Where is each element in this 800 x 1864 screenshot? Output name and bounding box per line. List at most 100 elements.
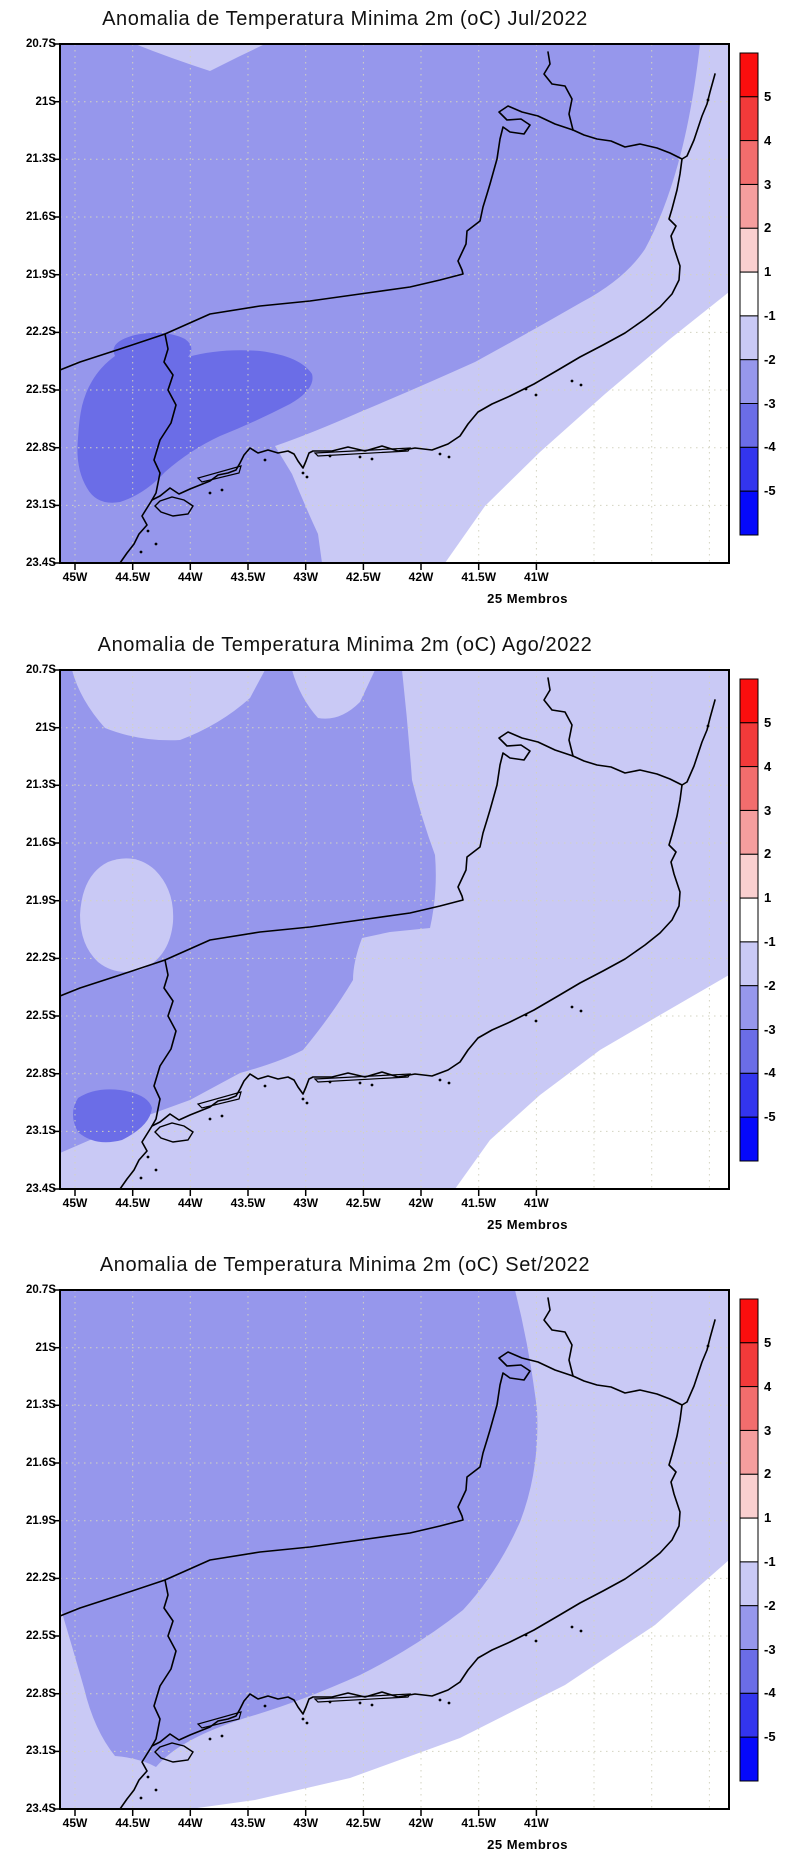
lat-axis-label: 21S <box>35 1341 56 1354</box>
state-border-rj-es <box>572 755 683 786</box>
islet-dot <box>220 488 224 492</box>
colorbar-label: -4 <box>764 1065 776 1081</box>
colorbar-label: 4 <box>764 1378 772 1394</box>
colorbar-segment <box>739 446 759 492</box>
lat-axis-label: 22.2S <box>25 1572 56 1585</box>
islet-dot <box>358 1081 362 1085</box>
colorbar-label: 3 <box>764 802 772 818</box>
islet-dot <box>370 1703 374 1707</box>
colorbar-segment <box>739 96 759 142</box>
state-border-rj-es <box>572 129 683 160</box>
colorbar-label: -1 <box>764 933 776 949</box>
lat-axis-label: 21.3S <box>25 1399 56 1412</box>
lat-axis-label: 22.5S <box>25 1010 56 1022</box>
colorbar-segment <box>739 1736 759 1782</box>
anomaly-map-svg <box>53 669 759 1196</box>
colorbar-segment <box>739 853 759 899</box>
islet-dot <box>146 1775 150 1779</box>
islet-dot <box>447 455 451 459</box>
marambaia-spit <box>196 465 242 483</box>
islet-dot <box>154 1168 158 1172</box>
islet-dot <box>208 1737 212 1741</box>
coastline <box>119 1319 716 1810</box>
anomaly-region-above--1 <box>455 975 729 1189</box>
lon-axis-label: 44W <box>177 570 203 584</box>
colorbar-label: -5 <box>764 483 776 499</box>
state-border-mg-es <box>543 51 574 131</box>
lon-axis-label: 44W <box>177 1816 203 1830</box>
marambaia-spit <box>196 1091 242 1109</box>
state-border-rj-sp <box>151 959 177 1127</box>
anomaly-region--3--4 <box>77 332 313 503</box>
islet-dot <box>220 1114 224 1118</box>
islet-dot <box>579 1009 583 1013</box>
colorbar-segment <box>739 271 759 317</box>
ilha-grande-island <box>154 1742 194 1763</box>
islet-dot <box>447 1081 451 1085</box>
islet-dot <box>301 471 305 475</box>
colorbar-label: -1 <box>764 307 776 323</box>
islet-dot <box>305 1721 309 1725</box>
islet-dot <box>524 387 528 391</box>
colorbar-segment <box>739 678 759 724</box>
state-border-mg-es <box>543 1297 574 1377</box>
islet-dot <box>438 452 442 456</box>
lon-axis-label: 41W <box>524 1816 549 1830</box>
colorbar-label: 1 <box>764 264 772 280</box>
islet-dot <box>358 455 362 459</box>
lon-axis-label: 43W <box>293 1816 319 1830</box>
colorbar-segment <box>739 1342 759 1388</box>
islet-dot <box>370 1083 374 1087</box>
anomaly-map-svg <box>53 1289 759 1816</box>
ensemble-members-label: 25 Membros <box>487 1837 568 1852</box>
lon-axis-label: 43W <box>293 570 319 584</box>
colorbar-label: 1 <box>764 890 772 906</box>
islet-dot <box>305 475 309 479</box>
lat-axis-label: 21.6S <box>25 1457 56 1469</box>
lon-axis-label: 45W <box>62 1816 88 1830</box>
islet-dot <box>263 458 267 462</box>
colorbar-segment <box>739 941 759 987</box>
islet-dot <box>447 1701 451 1705</box>
state-border-rj-sp <box>151 333 177 501</box>
colorbar-label: -5 <box>764 1729 776 1745</box>
lat-axis-label: 22.2S <box>25 952 56 965</box>
islet-dot <box>438 1078 442 1082</box>
colorbar-segment <box>739 403 759 448</box>
lon-axis-label: 42.5W <box>346 1816 381 1830</box>
colorbar-segment <box>739 766 759 811</box>
islet-dot <box>301 1717 305 1721</box>
islet-dot <box>146 1155 150 1159</box>
lat-axis-label: 22.2S <box>25 326 56 339</box>
lat-axis-label: 21.9S <box>25 1514 56 1527</box>
lat-axis-label: 20.7S <box>25 664 56 676</box>
lon-axis-label: 42.5W <box>346 1196 381 1210</box>
islet-dot <box>328 454 332 458</box>
coastline <box>119 699 716 1190</box>
colorbar-label: 4 <box>764 132 772 148</box>
colorbar-label: 5 <box>764 1334 772 1350</box>
colorbar-segment <box>739 184 759 229</box>
state-border-rj-sp <box>151 1579 177 1747</box>
anomaly-region-above--1 <box>445 292 729 563</box>
islet-dot <box>706 98 710 102</box>
marambaia-spit <box>196 1711 242 1729</box>
colorbar-segment <box>739 490 759 536</box>
lat-axis-label: 22.5S <box>25 1630 56 1642</box>
lat-axis-label: 21S <box>35 721 56 734</box>
araruama-lagoon <box>313 1693 412 1703</box>
map-panel-0: Anomalia de Temperatura Minima 2m (oC) J… <box>0 0 800 618</box>
araruama-lagoon <box>313 447 412 457</box>
islet-dot <box>570 1625 574 1629</box>
islet-dot <box>370 457 374 461</box>
state-border-rj-es <box>572 1375 683 1406</box>
lat-axis-label: 22.8S <box>25 1067 56 1080</box>
colorbar-segment <box>739 1430 759 1475</box>
ensemble-members-label: 25 Membros <box>487 1217 568 1232</box>
lon-axis-label: 41.5W <box>461 1196 497 1210</box>
colorbar-segment <box>739 810 759 855</box>
lon-axis-label: 41W <box>524 1196 549 1210</box>
colorbar-segment <box>739 1649 759 1694</box>
colorbar-label: -3 <box>764 1641 776 1657</box>
colorbar-segment <box>739 1116 759 1162</box>
